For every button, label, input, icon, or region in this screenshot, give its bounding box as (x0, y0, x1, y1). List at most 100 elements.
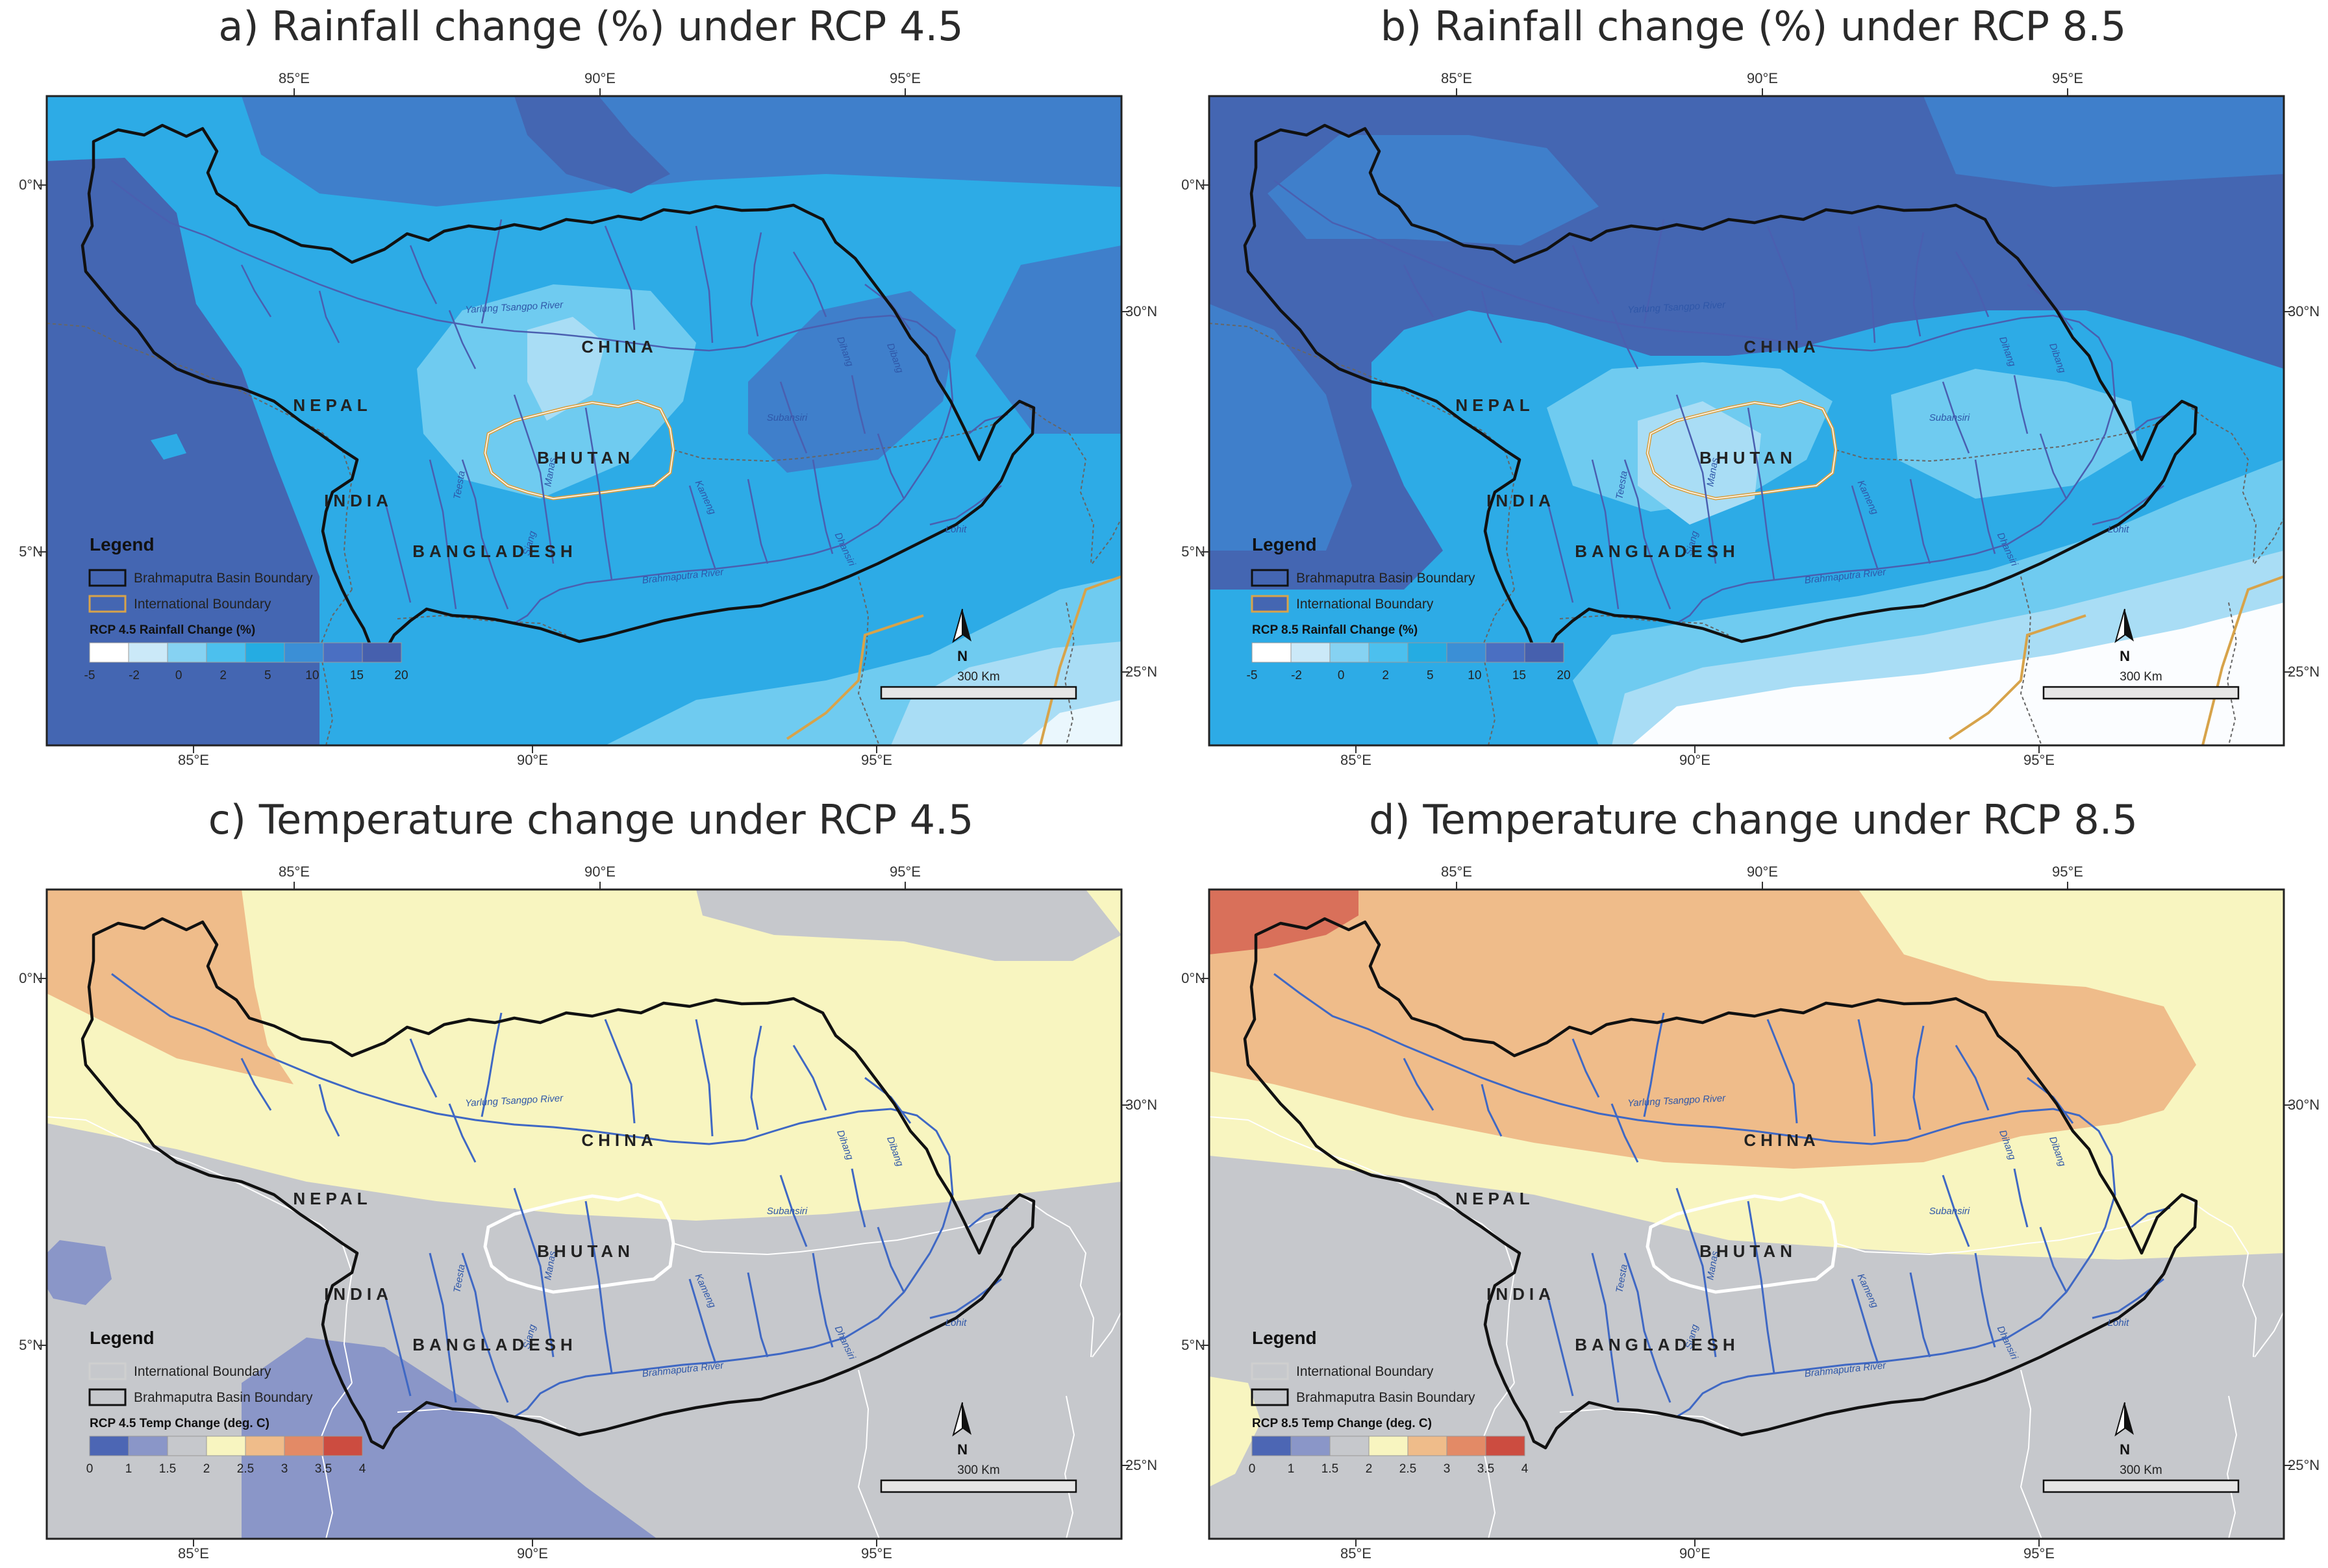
tick-right-b-1: 25°N (2288, 664, 2320, 680)
country-label: CHINA (581, 337, 657, 356)
map-border (1208, 95, 2285, 747)
river-line (1273, 973, 1989, 1145)
river-line (929, 362, 954, 460)
river-line (1546, 1291, 1574, 1397)
legend-ramp-label: 2 (219, 669, 227, 682)
legend-ramp-cell (323, 1436, 363, 1456)
tick-right-a-1: 25°N (1125, 664, 1157, 680)
legend-ramp-label: -5 (1247, 669, 1258, 682)
river-line (1955, 251, 1990, 317)
legend-swatch (88, 1388, 127, 1406)
change-zone-b-9 (1631, 603, 2284, 745)
river-line (968, 413, 1008, 434)
country-label: NEPAL (1455, 1189, 1534, 1208)
river-line (448, 1103, 477, 1163)
river-line (2013, 375, 2029, 434)
legend-ramp-title: RCP 4.5 Temp Change (deg. C) (90, 1417, 269, 1430)
legend-swatch (1251, 569, 1289, 587)
legend-item-label: International Boundary (1296, 597, 1434, 612)
river-line (1481, 1084, 1503, 1137)
river-line (779, 1175, 808, 1247)
river-label: Subansiri (767, 412, 808, 423)
country-label: BHUTAN (537, 448, 634, 467)
legend-ramp-title: RCP 4.5 Rainfall Change (%) (90, 623, 255, 637)
legend-ramp-label: 0 (86, 1462, 94, 1476)
panel-title-d: d) Temperature change under RCP 8.5 (1369, 796, 2138, 843)
international-boundary (1559, 1408, 1729, 1429)
river-label: Lohit (2108, 1317, 2129, 1328)
legend-heading: Legend (90, 534, 155, 554)
tick-top-b-0: 85°E (1441, 70, 1472, 86)
legend-item-label: Brahmaputra Basin Boundary (1296, 571, 1475, 586)
scale-bar-label: 300 Km (957, 670, 999, 684)
map-svg-a: 85°E90°E95°E85°E90°E95°E30°N25°N30°N25°N… (19, 70, 1157, 766)
river-line (1747, 1201, 1775, 1374)
change-zone-c-1 (696, 890, 1121, 961)
change-zone-b-3 (1209, 304, 1352, 551)
international-boundary (2254, 517, 2284, 564)
map-svg-d: 85°E90°E95°E85°E90°E95°E30°N25°N30°N25°N… (1182, 864, 2320, 1560)
scale-bar: 300 Km (2042, 670, 2240, 700)
legend-ramp-cell (245, 642, 285, 663)
international-boundary (857, 1369, 880, 1539)
river-line (409, 1038, 438, 1098)
river-label: Subansiri (767, 1206, 808, 1217)
river-line (1643, 219, 1665, 324)
legend-ramp-cell (1251, 1436, 1292, 1456)
river-line (1851, 485, 1879, 571)
international-boundary-east (1039, 575, 1121, 745)
tick-top-d-2: 95°E (2052, 864, 2083, 880)
international-boundary-south (1948, 614, 2086, 740)
river-line (383, 1291, 412, 1397)
river-line (1766, 1019, 1798, 1124)
change-zone-d-2 (1209, 890, 1358, 954)
river-label: Subansiri (1929, 1206, 1970, 1217)
legend-ramp-cell (1407, 1436, 1447, 1456)
legend-ramp-cell (323, 642, 363, 663)
international-boundary (2020, 1369, 2042, 1539)
north-arrow-label: N (2120, 648, 2130, 664)
legend-heading: Legend (1252, 1328, 1317, 1348)
legend-swatch (88, 595, 127, 613)
brahmaputra-basin-boundary (1243, 123, 2198, 656)
country-label: NEPAL (293, 1189, 371, 1208)
country-label: BANGLADESH (1575, 1335, 1739, 1354)
tick-bottom-a-2: 95°E (861, 752, 892, 766)
country-label: BANGLADESH (1575, 541, 1739, 561)
panel-title-b: b) Rainfall change (%) under RCP 8.5 (1380, 3, 2127, 50)
tick-top-a-2: 95°E (890, 70, 921, 86)
north-arrow: N (952, 608, 971, 664)
change-zone-a-2 (514, 96, 670, 193)
map-border (45, 95, 1123, 747)
legend-ramp-cell (284, 1436, 324, 1456)
legend-ramp-cell (89, 642, 129, 663)
international-boundary (1064, 1395, 1075, 1539)
map-svg-b: 85°E90°E95°E85°E90°E95°E30°N25°N30°N25°N… (1182, 70, 2320, 766)
country-label: INDIA (324, 491, 393, 510)
river-line (688, 485, 717, 571)
international-boundary (342, 449, 353, 590)
tick-bottom-d-1: 90°E (1679, 1545, 1710, 1560)
legend-ramp-label: 2.5 (1399, 1462, 1416, 1476)
international-boundary (1559, 614, 1729, 636)
country-label: CHINA (1744, 337, 1820, 356)
river-line (1571, 1038, 1600, 1098)
river-line (2091, 1155, 2116, 1254)
river-label: Lohit (945, 524, 967, 535)
tick-right-a-0: 30°N (1125, 303, 1157, 319)
river-line (792, 1045, 827, 1111)
tick-top-b-2: 95°E (2052, 70, 2083, 86)
legend-ramp-label: 0 (175, 669, 182, 682)
river-line (1623, 1252, 1671, 1403)
legend-ramp-cell (1446, 642, 1486, 663)
river-line (812, 1252, 834, 1348)
legend-d: Legend International Boundary Brahmaputra … (1249, 1328, 1529, 1476)
river-line (695, 1019, 714, 1137)
legend-ramp-cell (128, 642, 168, 663)
river-line (584, 407, 613, 580)
tick-bottom-a-0: 85°E (178, 752, 209, 766)
legend-ramp-label: 1 (1288, 1462, 1295, 1476)
legend-ramp-cell (1485, 1436, 1525, 1456)
tick-bottom-c-2: 95°E (861, 1545, 892, 1560)
